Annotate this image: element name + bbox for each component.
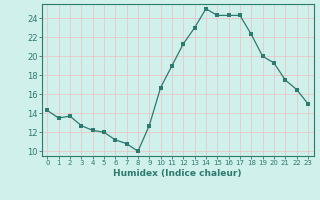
X-axis label: Humidex (Indice chaleur): Humidex (Indice chaleur)	[113, 169, 242, 178]
